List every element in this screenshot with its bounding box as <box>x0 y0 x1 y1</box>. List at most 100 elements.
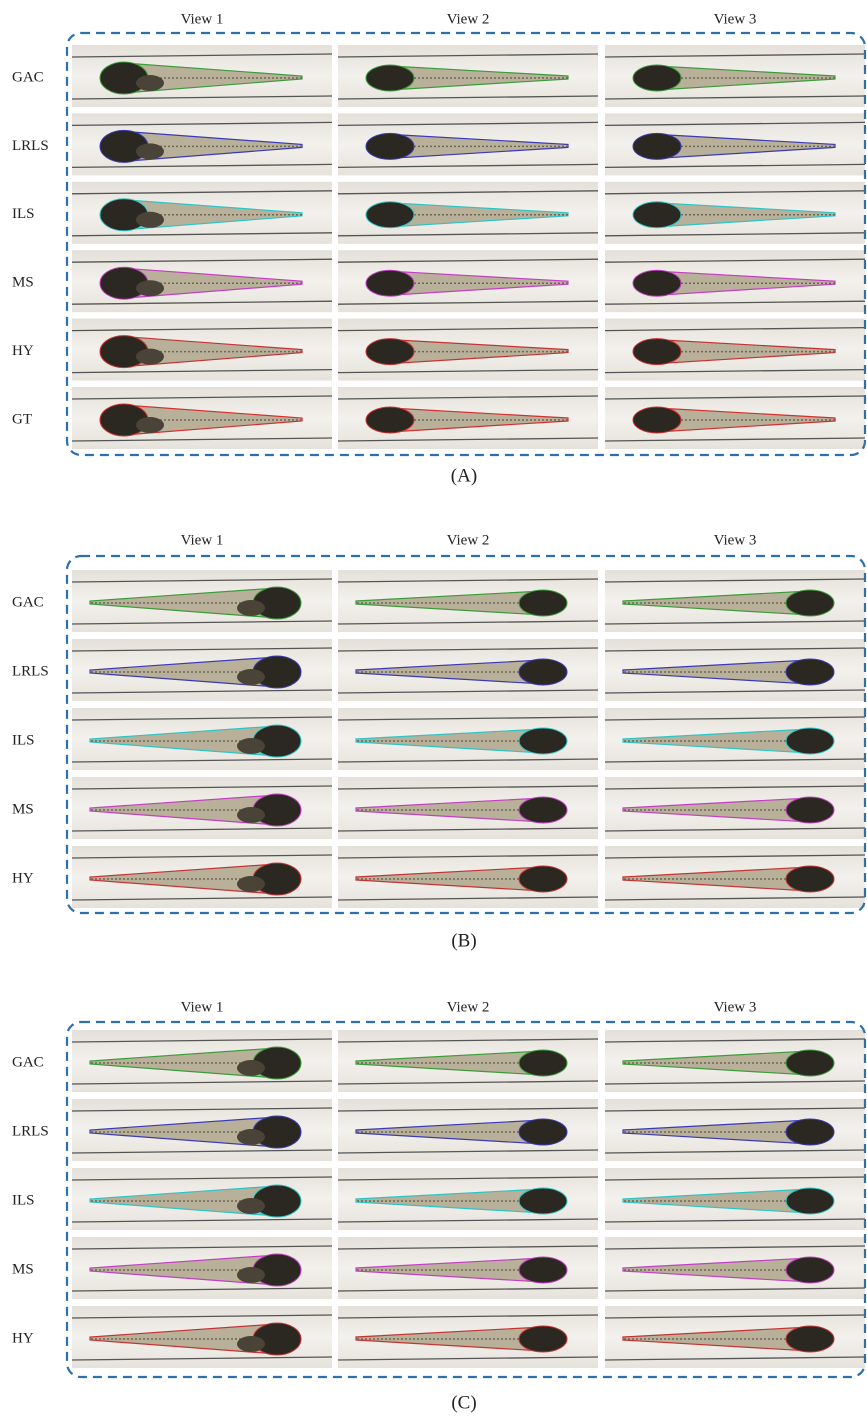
fish-head <box>519 1257 567 1283</box>
image-cell <box>338 708 598 770</box>
fish-head <box>633 202 681 228</box>
image-cell <box>338 1306 598 1368</box>
image-cell <box>338 250 598 312</box>
image-cell <box>72 777 332 839</box>
row-label: ILS <box>12 1192 35 1208</box>
column-header: View 2 <box>447 999 490 1015</box>
image-cell <box>605 1306 865 1368</box>
fish-head <box>519 1050 567 1076</box>
image-cell <box>338 182 598 244</box>
image-cell <box>605 319 865 381</box>
fish-head <box>366 339 414 365</box>
image-cell <box>72 182 332 244</box>
fish-head <box>786 659 834 685</box>
image-cell <box>72 1237 332 1299</box>
column-header: View 3 <box>714 999 757 1015</box>
fish-head <box>633 65 681 91</box>
panel-caption: (C) <box>451 1392 476 1413</box>
fish-yolk <box>237 807 265 823</box>
image-cell <box>605 777 865 839</box>
image-cell <box>338 1168 598 1230</box>
panel-caption: (A) <box>451 465 477 486</box>
fish-head <box>633 339 681 365</box>
row-label: ILS <box>12 732 35 748</box>
row-label: LRLS <box>12 1123 49 1139</box>
figure: View 1 View 2 View 3 GAC LRLS ILS MS HY GT (A) Vie… <box>0 0 867 1417</box>
image-cell <box>72 639 332 701</box>
fish-yolk <box>237 738 265 754</box>
fish-yolk <box>136 143 164 159</box>
row-label: ILS <box>12 206 35 222</box>
image-cell <box>605 570 865 632</box>
row-label: HY <box>12 870 34 886</box>
fish-yolk <box>136 212 164 228</box>
fish-head <box>519 1188 567 1214</box>
image-cell <box>338 45 598 107</box>
image-cell <box>605 45 865 107</box>
row-label: GAC <box>12 1054 44 1070</box>
row-label: HY <box>12 343 34 359</box>
fish-head <box>519 1119 567 1145</box>
image-cell <box>605 1237 865 1299</box>
image-cell <box>338 846 598 908</box>
fish-yolk <box>136 417 164 433</box>
row-label: MS <box>12 1261 34 1277</box>
fish-yolk <box>237 1336 265 1352</box>
column-header: View 3 <box>714 532 757 548</box>
fish-head <box>519 797 567 823</box>
row-label: GT <box>12 411 32 427</box>
image-cell <box>72 1099 332 1161</box>
fish-head <box>786 728 834 754</box>
fish-yolk <box>237 1129 265 1145</box>
row-label: LRLS <box>12 663 49 679</box>
row-label: MS <box>12 801 34 817</box>
fish-yolk <box>136 75 164 91</box>
image-cell <box>72 45 332 107</box>
fish-head <box>366 133 414 159</box>
fish-head <box>519 1326 567 1352</box>
image-cell <box>338 1030 598 1092</box>
fish-yolk <box>136 349 164 365</box>
image-cell <box>72 319 332 381</box>
image-cell <box>72 708 332 770</box>
image-cell <box>72 846 332 908</box>
image-cell <box>338 1237 598 1299</box>
fish-head <box>633 407 681 433</box>
image-cell <box>72 113 332 175</box>
image-cell <box>72 387 332 449</box>
panel-caption: (B) <box>451 930 476 951</box>
image-cell <box>338 777 598 839</box>
column-header: View 3 <box>714 11 757 27</box>
fish-head <box>366 202 414 228</box>
image-cell <box>605 1030 865 1092</box>
fish-yolk <box>237 1060 265 1076</box>
image-cell <box>72 1306 332 1368</box>
fish-head <box>519 590 567 616</box>
image-cell <box>338 387 598 449</box>
fish-yolk <box>136 280 164 296</box>
fish-head <box>366 65 414 91</box>
column-header: View 1 <box>181 532 224 548</box>
fish-head <box>633 270 681 296</box>
image-cell <box>72 1168 332 1230</box>
image-cell <box>338 113 598 175</box>
fish-head <box>786 1257 834 1283</box>
fish-head <box>366 407 414 433</box>
fish-yolk <box>237 600 265 616</box>
column-header: View 1 <box>181 999 224 1015</box>
fish-yolk <box>237 876 265 892</box>
image-cell <box>605 387 865 449</box>
fish-head <box>519 659 567 685</box>
image-cell <box>605 182 865 244</box>
image-cell <box>605 113 865 175</box>
image-cell <box>338 319 598 381</box>
fish-head <box>633 133 681 159</box>
image-cell <box>605 1099 865 1161</box>
image-cell <box>72 570 332 632</box>
image-cell <box>338 1099 598 1161</box>
row-label: GAC <box>12 69 44 85</box>
image-cell <box>338 570 598 632</box>
fish-head <box>519 728 567 754</box>
fish-head <box>786 1050 834 1076</box>
image-cell <box>338 639 598 701</box>
